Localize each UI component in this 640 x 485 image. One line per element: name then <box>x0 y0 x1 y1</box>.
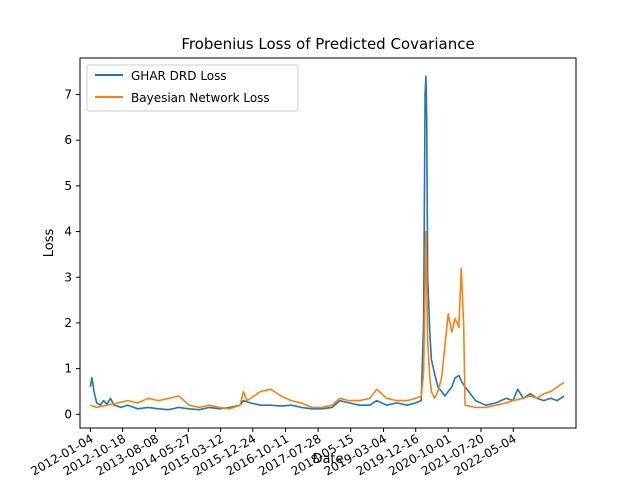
x-axis: 2012-01-042012-10-182013-08-082014-05-27… <box>28 428 519 478</box>
y-tick-label-7: 7 <box>64 88 72 102</box>
chart-title: Frobenius Loss of Predicted Covariance <box>181 35 474 53</box>
y-tick-label-3: 3 <box>64 270 72 284</box>
x-axis-label: Date <box>312 452 343 467</box>
series-line-1 <box>90 230 565 410</box>
y-axis: 0 1 2 3 4 5 6 7 <box>64 88 80 421</box>
y-tick-label-5: 5 <box>64 179 72 193</box>
y-tick-label-2: 2 <box>64 316 72 330</box>
legend-label-ghar: GHAR DRD Loss <box>131 69 227 83</box>
y-tick-label-6: 6 <box>64 133 72 147</box>
y-tick-label-4: 4 <box>64 225 72 239</box>
plot-frame <box>79 57 577 429</box>
y-tick-label-0: 0 <box>64 407 72 421</box>
legend-box <box>86 64 299 112</box>
legend-label-bayes: Bayesian Network Loss <box>131 91 270 105</box>
series-layer <box>89 75 565 411</box>
y-tick-label-1: 1 <box>64 362 72 376</box>
series-line-0 <box>89 75 565 411</box>
y-axis-label: Loss <box>42 229 57 258</box>
legend: GHAR DRD Loss Bayesian Network Loss <box>86 64 299 112</box>
